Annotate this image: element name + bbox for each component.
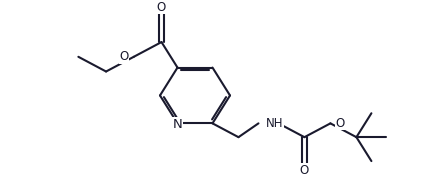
Text: NH: NH bbox=[265, 117, 283, 130]
Text: O: O bbox=[335, 117, 345, 130]
Text: O: O bbox=[119, 50, 129, 63]
Text: O: O bbox=[157, 1, 166, 14]
Text: N: N bbox=[173, 118, 182, 131]
Text: O: O bbox=[300, 164, 309, 176]
